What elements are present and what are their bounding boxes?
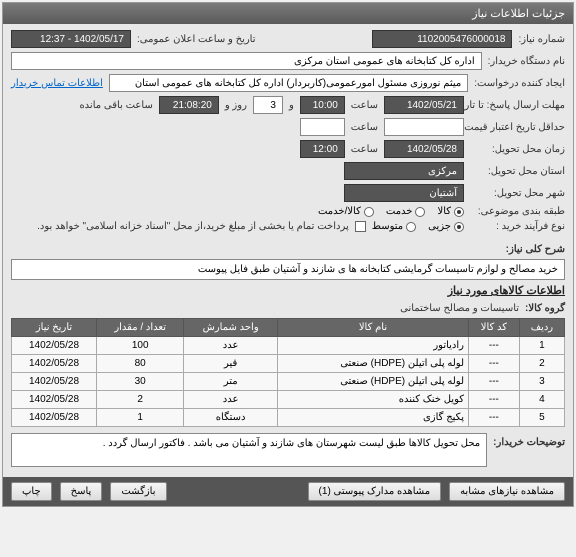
cell-code: ---: [469, 391, 520, 409]
city-label: شهر محل تحویل:: [470, 188, 565, 199]
subject-opt2[interactable]: خدمت: [386, 206, 426, 217]
delivery-date: 1402/05/28: [384, 140, 464, 158]
cell-name: کویل خنک کننده: [277, 391, 468, 409]
cell-name: لوله پلی اتیلن (HDPE) صنعتی: [277, 373, 468, 391]
cell-n: 3: [519, 373, 564, 391]
announce-field: 1402/05/17 - 12:37: [11, 30, 131, 48]
and-label: و: [289, 100, 294, 111]
subject-opt1[interactable]: کالا: [437, 206, 464, 217]
panel-header: جزئیات اطلاعات نیاز: [3, 3, 573, 24]
remaining-days: 3: [253, 96, 283, 114]
province-label: استان محل تحویل:: [470, 166, 565, 177]
req-no-field: 1102005476000018: [372, 30, 512, 48]
delivery-time: 12:00: [300, 140, 345, 158]
cell-name: پکیج گازی: [277, 409, 468, 427]
time-label-1: ساعت: [351, 100, 378, 111]
footer-bar: مشاهده نیازهای مشابه مشاهده مدارک پیوستی…: [3, 477, 573, 506]
cell-n: 5: [519, 409, 564, 427]
buyer-org-field: اداره کل کتابخانه های عمومی استان مرکزی: [11, 52, 482, 70]
table-row: 1---رادیاتورعدد1001402/05/28: [12, 337, 565, 355]
payment-checkbox[interactable]: [355, 221, 366, 232]
cell-n: 4: [519, 391, 564, 409]
validity-date: [384, 118, 464, 136]
cell-code: ---: [469, 409, 520, 427]
creator-label: ایجاد کننده درخواست:: [474, 78, 565, 89]
cell-unit: دستگاه: [184, 409, 278, 427]
panel-title: جزئیات اطلاعات نیاز: [472, 8, 565, 20]
subject-class-label: طبقه بندی موضوعی:: [470, 206, 565, 217]
subject-opt3[interactable]: کالا/خدمت: [318, 206, 374, 217]
cell-qty: 100: [97, 337, 184, 355]
cell-unit: متر: [184, 373, 278, 391]
summary-label: شرح کلی نیاز:: [506, 244, 565, 255]
remaining-time: 21:08:20: [159, 96, 219, 114]
cell-date: 1402/05/28: [12, 373, 97, 391]
payment-note: پرداخت تمام یا بخشی از مبلغ خرید،از محل …: [37, 221, 349, 232]
cell-date: 1402/05/28: [12, 409, 97, 427]
contact-link[interactable]: اطلاعات تماس خریدار: [11, 78, 103, 89]
remaining-label: ساعت باقی مانده: [79, 100, 152, 111]
table-row: 2---لوله پلی اتیلن (HDPE) صنعتیقیر801402…: [12, 355, 565, 373]
cell-qty: 1: [97, 409, 184, 427]
day-and-label: روز و: [225, 100, 247, 111]
btn-back[interactable]: بازگشت: [110, 482, 166, 501]
cell-code: ---: [469, 355, 520, 373]
cell-date: 1402/05/28: [12, 391, 97, 409]
subject-radio-group: کالا خدمت کالا/خدمت: [318, 206, 464, 217]
buyer-notes-label: توضیحات خریدار:: [493, 433, 565, 448]
btn-similar[interactable]: مشاهده نیازهای مشابه: [449, 482, 565, 501]
buyer-notes-box: محل تحویل کالاها طبق لیست شهرستان های شا…: [11, 433, 487, 467]
deadline-label: مهلت ارسال پاسخ: تا تاریخ:: [470, 100, 565, 111]
purchase-radio-group: جزیی متوسط: [372, 221, 464, 232]
cell-n: 2: [519, 355, 564, 373]
th-unit: واحد شمارش: [184, 319, 278, 337]
buyer-org-label: نام دستگاه خریدار:: [488, 56, 565, 67]
cell-qty: 30: [97, 373, 184, 391]
btn-attach[interactable]: مشاهده مدارک پیوستی (1): [308, 482, 442, 501]
purchase-opt1[interactable]: جزیی: [428, 221, 464, 232]
cell-qty: 2: [97, 391, 184, 409]
form-body: شماره نیاز: 1102005476000018 تاریخ و ساع…: [3, 24, 573, 477]
cell-unit: قیر: [184, 355, 278, 373]
th-date: تاریخ نیاز: [12, 319, 97, 337]
purchase-type-label: نوع فرآیند خرید :: [470, 221, 565, 232]
cell-date: 1402/05/28: [12, 337, 97, 355]
cell-qty: 80: [97, 355, 184, 373]
province-field: مرکزی: [344, 162, 464, 180]
deadline-date: 1402/05/21: [384, 96, 464, 114]
creator-field: میثم نوروزی مسئول امورعمومی(کاربردار) اد…: [109, 74, 468, 92]
th-name: نام کالا: [277, 319, 468, 337]
th-qty: تعداد / مقدار: [97, 319, 184, 337]
cell-unit: عدد: [184, 337, 278, 355]
btn-print[interactable]: چاپ: [11, 482, 52, 501]
cell-unit: عدد: [184, 391, 278, 409]
goods-section-title: اطلاعات کالاهای مورد نیاز: [11, 280, 565, 299]
cell-date: 1402/05/28: [12, 355, 97, 373]
th-row: ردیف: [519, 319, 564, 337]
delivery-date-label: زمان محل تحویل:: [470, 144, 565, 155]
table-row: 4---کویل خنک کنندهعدد21402/05/28: [12, 391, 565, 409]
req-no-label: شماره نیاز:: [518, 34, 565, 45]
group-value: تاسیسات و مصالح ساختمانی: [400, 303, 519, 314]
announce-label: تاریخ و ساعت اعلان عمومی:: [137, 34, 256, 45]
table-row: 3---لوله پلی اتیلن (HDPE) صنعتیمتر301402…: [12, 373, 565, 391]
table-row: 5---پکیج گازیدستگاه11402/05/28: [12, 409, 565, 427]
group-label: گروه کالا:: [525, 303, 565, 314]
time-label-3: ساعت: [351, 144, 378, 155]
cell-name: رادیاتور: [277, 337, 468, 355]
deadline-time: 10:00: [300, 96, 345, 114]
time-label-2: ساعت: [351, 122, 378, 133]
purchase-opt2[interactable]: متوسط: [372, 221, 416, 232]
goods-table: ردیف کد کالا نام کالا واحد شمارش تعداد /…: [11, 318, 565, 427]
btn-reply[interactable]: پاسخ: [60, 482, 103, 501]
cell-n: 1: [519, 337, 564, 355]
summary-box: خرید مصالح و لوازم تاسیسات گرمایشی کتابخ…: [11, 259, 565, 280]
th-code: کد کالا: [469, 319, 520, 337]
cell-name: لوله پلی اتیلن (HDPE) صنعتی: [277, 355, 468, 373]
cell-code: ---: [469, 337, 520, 355]
validity-label: حداقل تاریخ اعتبار قیمت: تا تاریخ:: [470, 122, 565, 133]
validity-time: [300, 118, 345, 136]
cell-code: ---: [469, 373, 520, 391]
city-field: آشتیان: [344, 184, 464, 202]
